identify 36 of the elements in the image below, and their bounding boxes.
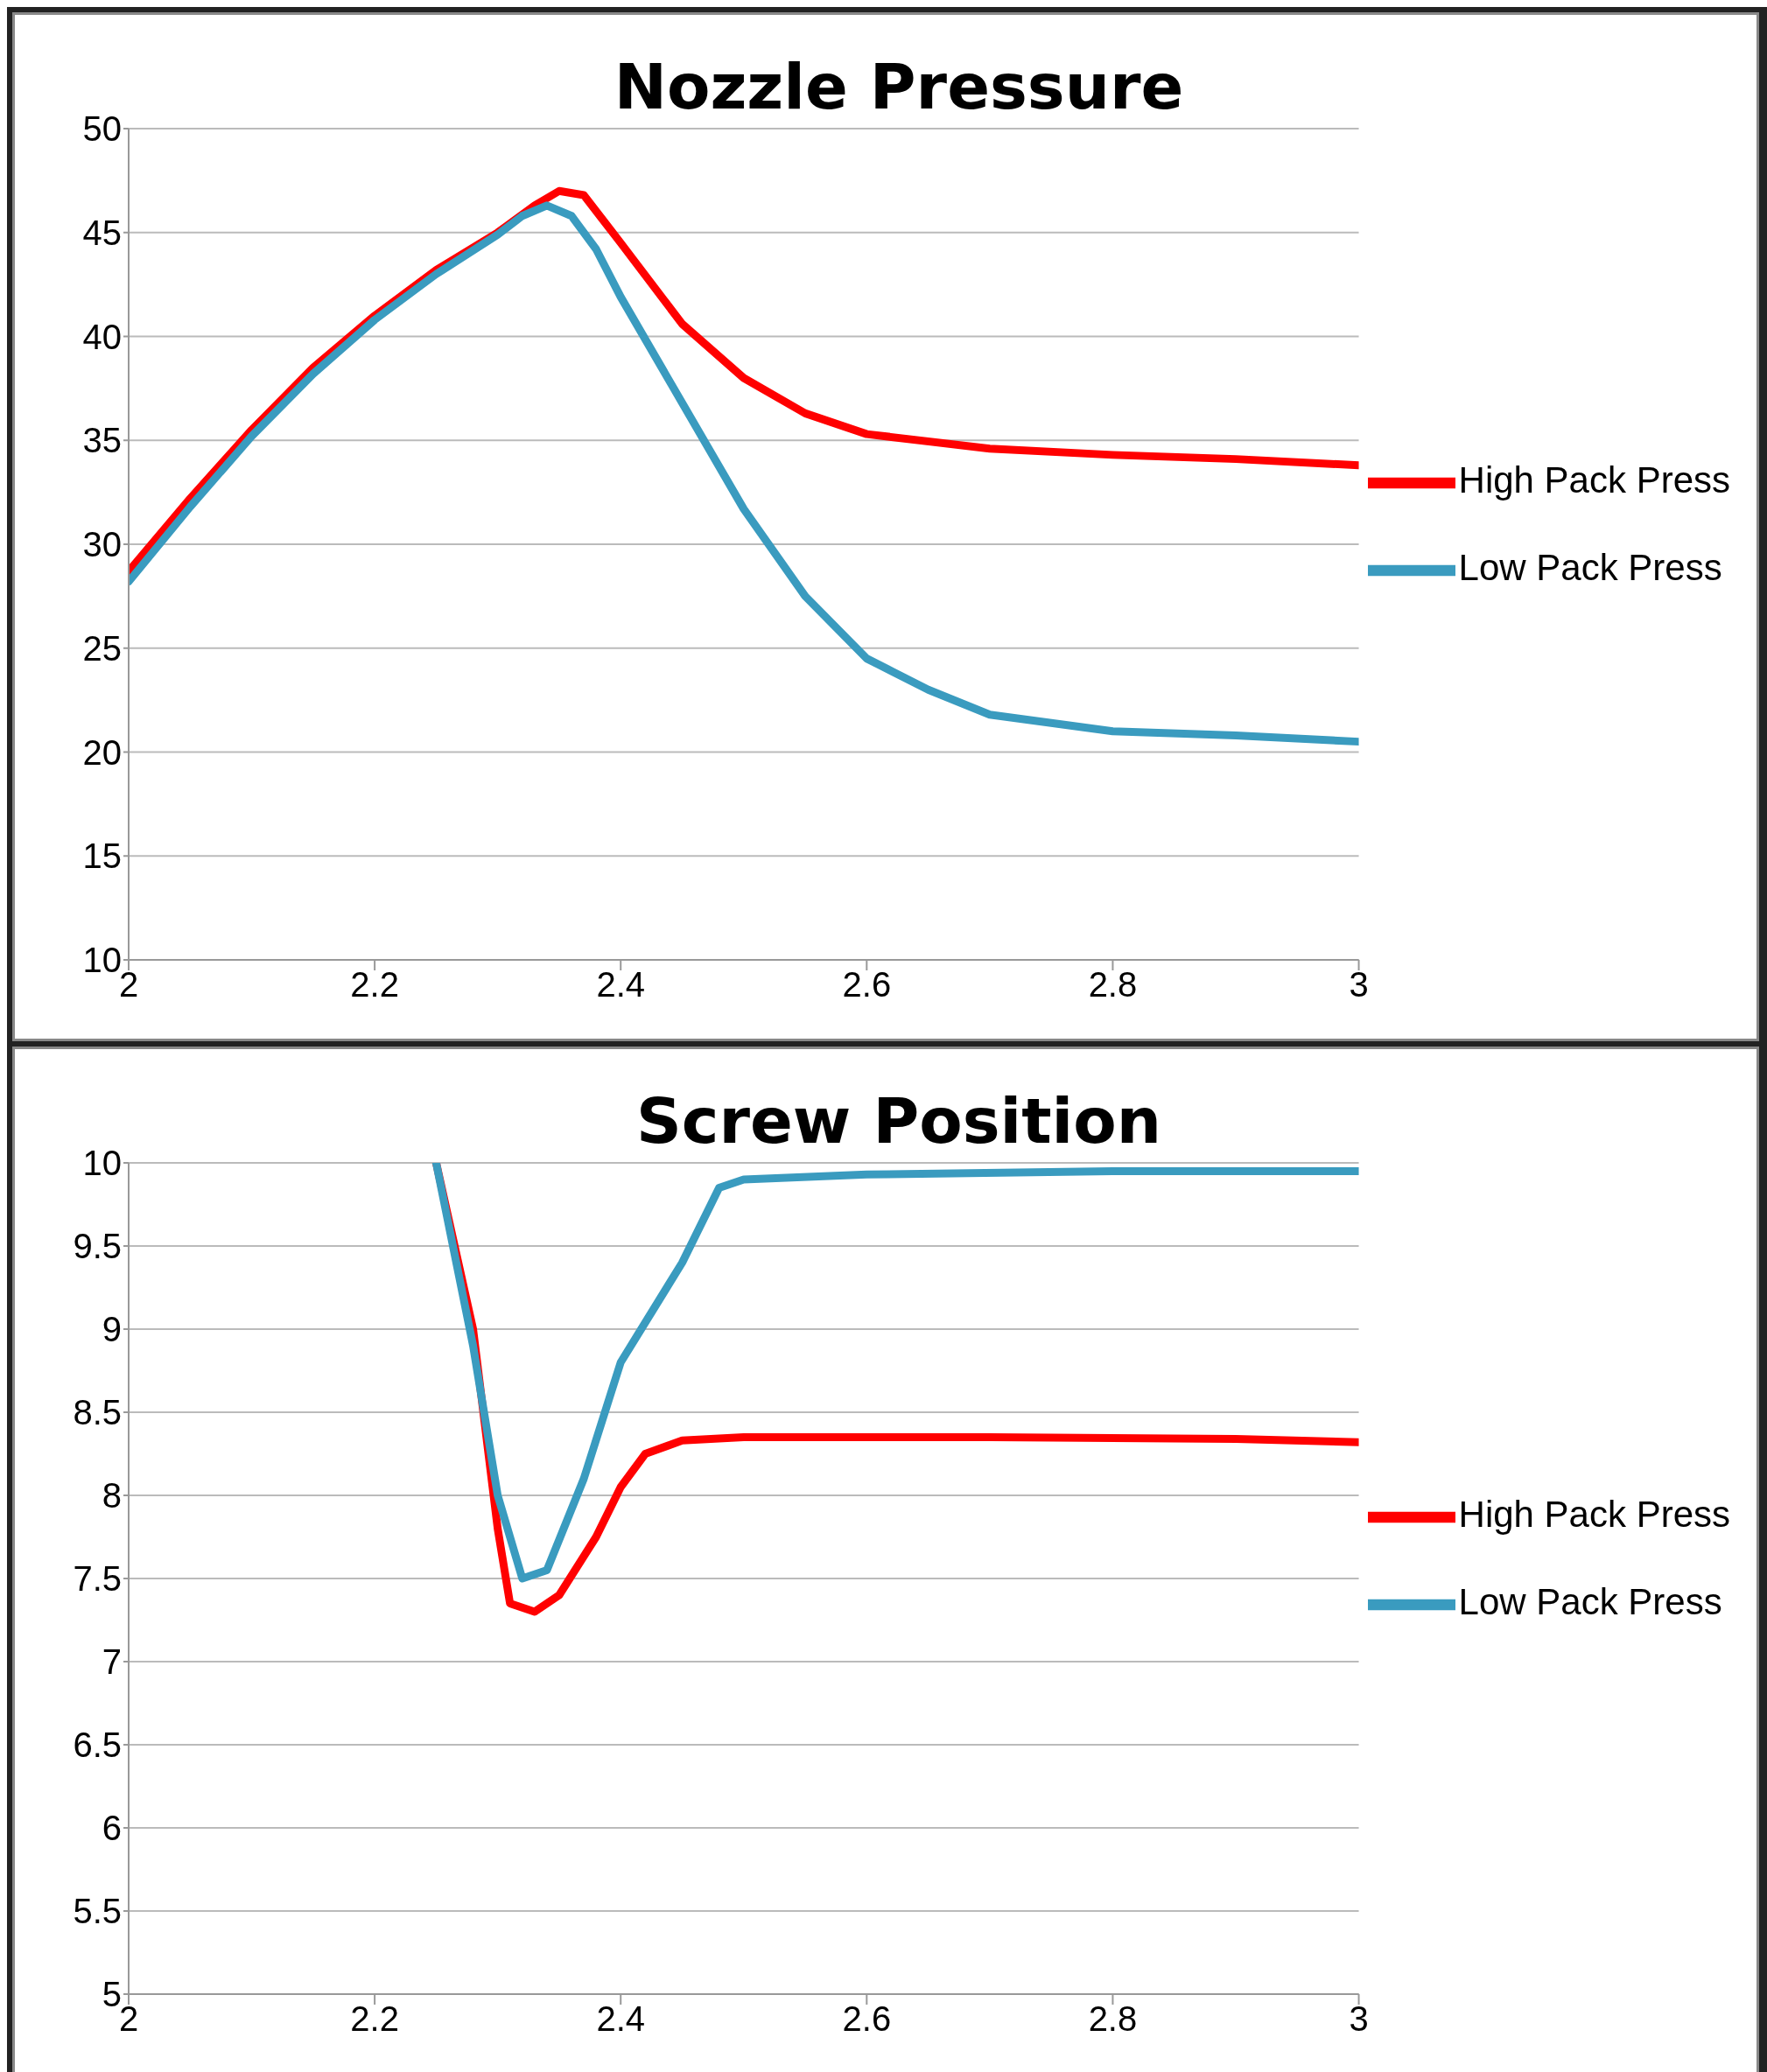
x-tick-label: 2.2	[350, 965, 399, 1004]
y-tick-label: 5.5	[73, 1892, 122, 1931]
y-tick-label: 8	[102, 1476, 122, 1516]
y-tick-label: 9.5	[73, 1227, 122, 1266]
chart-title: Screw Position	[635, 1084, 1162, 1158]
y-tick-label: 15	[82, 836, 122, 876]
x-tick-label: 2.6	[842, 1999, 892, 2039]
y-tick-label: 7	[102, 1642, 122, 1682]
y-tick-label: 9	[102, 1310, 122, 1349]
y-tick-label: 8.5	[73, 1393, 122, 1432]
y-tick-label: 45	[82, 213, 122, 252]
legend-label: Low Pack Press	[1458, 1581, 1722, 1623]
x-tick-label: 2.4	[596, 1999, 646, 2039]
y-tick-label: 5	[102, 1975, 122, 2014]
x-tick-label: 2.8	[1088, 1999, 1138, 2039]
y-tick-label: 40	[82, 317, 122, 356]
y-tick-label: 7.5	[73, 1559, 122, 1599]
x-tick-label: 3	[1349, 965, 1369, 1004]
x-tick-label: 2.8	[1088, 965, 1138, 1004]
x-tick-label: 2.4	[596, 965, 646, 1004]
y-tick-label: 10	[82, 1144, 122, 1183]
legend-label: High Pack Press	[1458, 459, 1730, 501]
y-tick-label: 20	[82, 732, 122, 772]
y-tick-label: 50	[82, 109, 122, 149]
y-tick-label: 25	[82, 628, 122, 668]
x-tick-label: 2.6	[842, 965, 892, 1004]
x-tick-label: 2.2	[350, 1999, 399, 2039]
legend-label: High Pack Press	[1458, 1494, 1730, 1536]
y-tick-label: 6.5	[73, 1726, 122, 1765]
chart-title: Nozzle Pressure	[614, 50, 1184, 123]
x-tick-label: 3	[1349, 1999, 1369, 2039]
y-tick-label: 35	[82, 421, 122, 460]
legend-label: Low Pack Press	[1458, 547, 1722, 589]
y-tick-label: 10	[82, 941, 122, 980]
y-tick-label: 30	[82, 525, 122, 564]
y-tick-label: 6	[102, 1809, 122, 1848]
